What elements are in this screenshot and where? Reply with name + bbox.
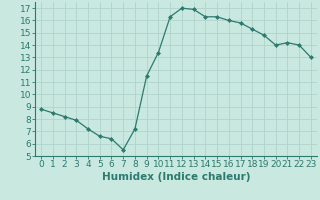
X-axis label: Humidex (Indice chaleur): Humidex (Indice chaleur) [102,172,250,182]
